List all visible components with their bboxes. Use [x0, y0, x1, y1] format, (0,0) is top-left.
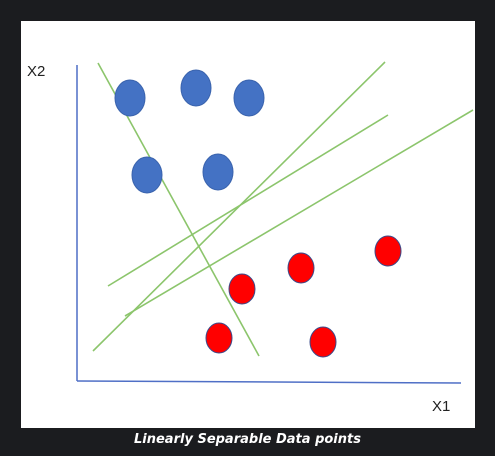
- red-point: [228, 273, 256, 305]
- red-point: [374, 235, 402, 267]
- blue-point: [114, 79, 146, 117]
- red-point: [287, 252, 315, 284]
- red-point: [205, 322, 233, 354]
- blue-point: [233, 79, 265, 117]
- red-point: [309, 326, 337, 358]
- separator-line-lower: [124, 109, 474, 317]
- figure-caption: Linearly Separable Data points: [134, 432, 361, 447]
- x-axis: [76, 380, 462, 384]
- blue-point: [180, 69, 212, 107]
- separator-line-middle: [107, 114, 389, 287]
- blue-point: [131, 156, 163, 194]
- blue-point: [202, 153, 234, 191]
- scatter-plot: [76, 61, 474, 384]
- x-axis-label: X1: [432, 398, 451, 415]
- y-axis-label: X2: [27, 63, 46, 80]
- diagram-panel: X2 X1: [21, 21, 475, 428]
